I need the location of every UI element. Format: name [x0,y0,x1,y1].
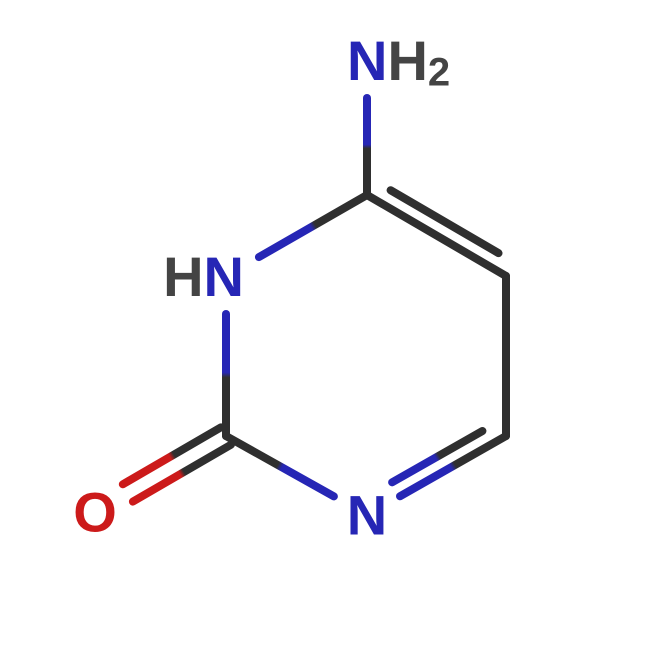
atom-O2: O [73,481,117,544]
atom-N3: HN [163,245,244,308]
bond-N3-C4 [259,195,367,257]
bond-C4-C5-outer [367,195,506,276]
atom-N1: N [347,484,387,547]
molecule-canvas: N O HN NH2 [0,0,650,650]
atom-N4: NH2 [347,29,450,95]
bond-N1-C2 [226,436,334,496]
